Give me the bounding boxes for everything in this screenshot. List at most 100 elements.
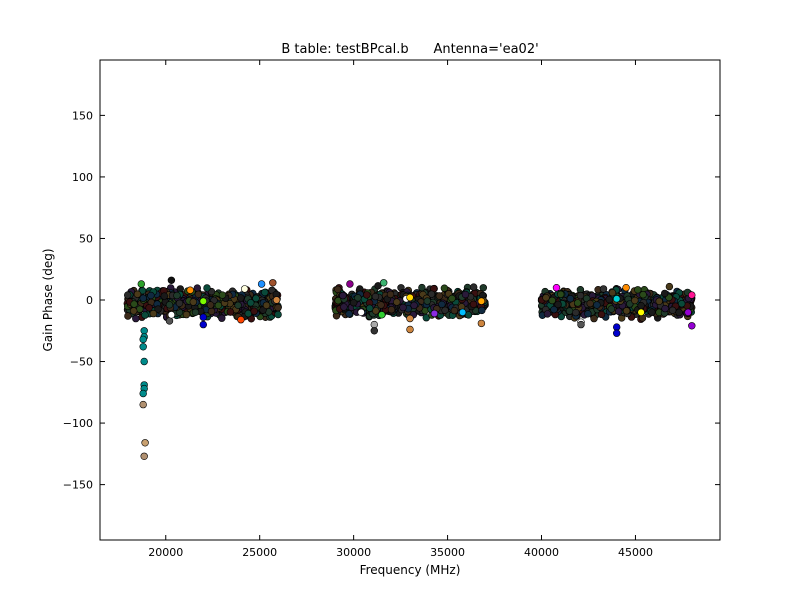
y-tick-label: −50 (70, 356, 93, 369)
data-point (458, 308, 467, 316)
data-point (207, 307, 216, 316)
data-point (346, 280, 354, 288)
data-point (668, 306, 677, 314)
data-point (607, 305, 616, 313)
data-point (139, 400, 147, 409)
data-point (612, 295, 621, 303)
data-point (186, 286, 194, 294)
data-point (614, 307, 623, 315)
data-point (339, 291, 347, 300)
data-point (191, 308, 200, 316)
data-point (130, 300, 138, 308)
data-point (165, 301, 174, 309)
x-tick-label: 40000 (524, 546, 559, 559)
data-point (586, 299, 594, 308)
data-point (393, 298, 401, 306)
data-point (565, 307, 574, 315)
data-point (406, 293, 414, 302)
data-point (461, 290, 470, 299)
data-point (548, 296, 556, 305)
data-point (139, 389, 147, 398)
data-point (154, 305, 162, 313)
data-point (147, 291, 155, 300)
data-point (132, 314, 140, 323)
data-point (688, 322, 696, 330)
data-point (688, 291, 696, 299)
data-point (577, 320, 585, 329)
y-tick-label: 100 (72, 171, 93, 184)
y-axis-ticks: −150 −100 −50 0 50 100 150 (63, 109, 720, 492)
data-point (639, 291, 647, 299)
data-point (141, 311, 149, 319)
data-point (576, 291, 585, 300)
data-point (622, 307, 631, 315)
data-point (241, 285, 249, 293)
data-point (237, 316, 245, 324)
y-tick-label: 150 (72, 109, 93, 122)
data-point (418, 283, 426, 292)
data-point (218, 314, 226, 322)
data-point (441, 306, 449, 314)
data-point (165, 317, 174, 325)
y-tick-label: 0 (86, 294, 93, 307)
data-point (372, 307, 380, 315)
data-point (584, 310, 592, 318)
data-point (123, 291, 132, 299)
data-point (648, 308, 656, 316)
data-point (406, 314, 414, 323)
data-points (123, 276, 696, 460)
data-point (136, 305, 144, 313)
data-point (435, 292, 444, 300)
data-point (234, 301, 242, 309)
data-point (354, 294, 362, 302)
data-point (199, 320, 208, 329)
data-point (140, 452, 148, 460)
data-point (247, 299, 255, 307)
data-point (199, 313, 208, 321)
data-point (655, 297, 663, 305)
data-point (478, 306, 486, 315)
data-point (631, 296, 639, 305)
data-point (274, 304, 282, 312)
y-tick-label: −100 (63, 417, 93, 430)
x-axis-label: Frequency (MHz) (360, 563, 461, 577)
data-point (556, 290, 565, 298)
data-point (448, 294, 456, 303)
data-point (566, 295, 575, 303)
data-point (350, 299, 358, 307)
data-point (582, 294, 591, 303)
data-point (675, 308, 683, 317)
data-point (139, 294, 147, 302)
data-point (626, 300, 634, 308)
data-point (550, 305, 558, 314)
data-point (133, 290, 142, 298)
data-point (145, 304, 153, 312)
data-point (637, 302, 645, 310)
data-point (612, 329, 621, 337)
data-point (137, 280, 146, 288)
data-point (269, 279, 277, 287)
data-point (206, 301, 215, 309)
data-point (160, 292, 169, 300)
data-point (660, 289, 669, 298)
data-point (199, 297, 208, 305)
data-point (139, 343, 147, 351)
data-point (173, 291, 181, 300)
data-point (554, 300, 562, 309)
data-point (637, 308, 645, 316)
data-point (684, 308, 692, 316)
data-point (661, 304, 669, 313)
data-point (261, 288, 269, 297)
x-tick-label: 20000 (148, 546, 183, 559)
data-point (140, 327, 148, 335)
data-point (167, 276, 176, 284)
data-point (377, 301, 385, 309)
data-point (410, 301, 418, 310)
x-tick-label: 30000 (336, 546, 371, 559)
data-point (334, 285, 342, 294)
data-point (542, 294, 550, 302)
data-point (450, 306, 459, 315)
data-point (552, 284, 561, 292)
data-point (593, 301, 601, 309)
data-point (167, 311, 176, 319)
